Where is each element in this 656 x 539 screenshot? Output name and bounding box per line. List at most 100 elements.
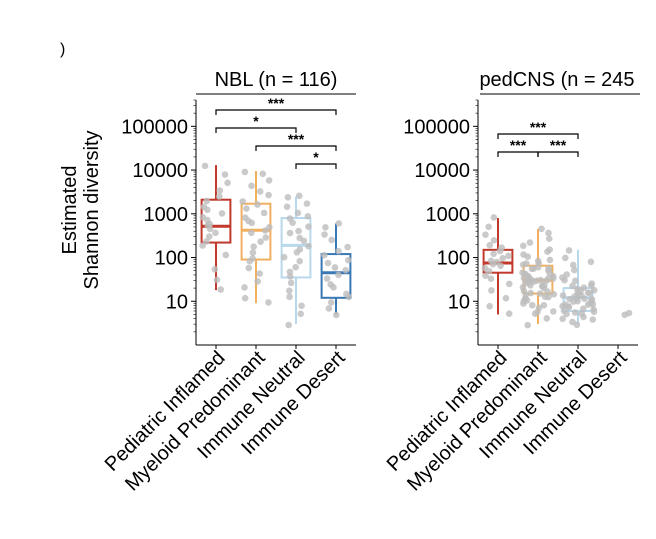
data-point [241, 214, 249, 222]
data-point [285, 321, 292, 329]
data-point [322, 223, 329, 231]
data-point [569, 318, 576, 326]
data-point [295, 192, 303, 200]
significance-label: *** [550, 137, 567, 153]
data-point [216, 187, 224, 194]
data-point [523, 260, 530, 267]
data-point [481, 264, 489, 272]
data-point [212, 229, 219, 237]
significance-label: *** [288, 131, 305, 147]
data-point [342, 266, 349, 274]
data-point [327, 281, 334, 288]
data-point [280, 253, 288, 261]
significance-bracket: *** [215, 95, 337, 115]
data-point [216, 193, 223, 200]
data-point [534, 308, 541, 316]
data-point [221, 171, 229, 178]
data-point [321, 251, 328, 259]
data-point [490, 250, 497, 258]
data-point [260, 209, 268, 217]
data-point [578, 310, 586, 318]
data-point [241, 284, 248, 291]
data-point [345, 256, 352, 264]
data-point [343, 290, 350, 298]
data-point [490, 214, 498, 221]
data-point [217, 286, 225, 293]
data-point [571, 293, 578, 301]
data-point [498, 244, 505, 251]
data-point [588, 280, 596, 287]
data-point [321, 231, 328, 238]
data-point [487, 257, 495, 265]
data-point [625, 309, 633, 317]
data-point [249, 255, 256, 262]
significance-label: * [253, 113, 259, 129]
data-point [239, 198, 247, 205]
data-point [589, 316, 597, 323]
data-point [344, 243, 351, 251]
data-point [486, 302, 493, 310]
data-point [545, 229, 552, 237]
data-point [213, 276, 221, 284]
significance-bracket: *** [255, 131, 337, 151]
data-point [482, 272, 489, 280]
data-point [545, 265, 552, 272]
significance-bracket: *** [497, 119, 579, 139]
significance-label: *** [510, 137, 527, 153]
data-point [200, 203, 208, 211]
data-point [586, 289, 594, 297]
data-point [243, 205, 250, 212]
data-point [569, 282, 576, 290]
data-point [486, 241, 494, 249]
data-point [323, 275, 331, 282]
data-point [248, 229, 255, 237]
data-point [241, 168, 249, 176]
data-point [563, 271, 571, 278]
data-point [505, 280, 513, 288]
data-point [499, 255, 506, 262]
data-point [305, 242, 312, 250]
iqr-box [200, 198, 232, 244]
data-point [332, 311, 340, 319]
data-point [589, 300, 597, 308]
data-point [266, 224, 273, 231]
box-myeloid-predominant [239, 168, 273, 306]
data-point [520, 251, 527, 258]
data-point [203, 197, 211, 205]
data-point [254, 201, 261, 208]
data-point [303, 200, 311, 207]
box-immune-neutral [280, 192, 312, 329]
data-point [536, 290, 544, 297]
box-immune-neutral [559, 247, 598, 329]
data-point [561, 254, 569, 262]
data-point [256, 188, 264, 195]
data-point [218, 210, 226, 217]
iqr-box [320, 253, 352, 299]
data-point [559, 292, 567, 299]
y-tick-label: 1000 [144, 204, 189, 226]
data-point [490, 236, 498, 244]
significance-bracket: * [215, 113, 297, 133]
box-immune-desert [621, 309, 633, 319]
data-point [534, 257, 542, 265]
data-point [528, 265, 536, 273]
y-tick-label: 100000 [403, 116, 470, 138]
data-point [541, 281, 548, 289]
data-point [590, 308, 598, 316]
data-point [543, 315, 551, 322]
data-point [298, 302, 305, 310]
data-point [328, 236, 336, 244]
data-point [524, 321, 531, 329]
y-tick-label: 100000 [121, 116, 188, 138]
data-point [245, 264, 253, 272]
data-point [569, 261, 577, 269]
data-point [571, 309, 579, 316]
data-point [527, 289, 535, 297]
data-point [524, 272, 531, 280]
bracket-line [295, 163, 337, 169]
data-point [502, 294, 510, 302]
data-point [579, 305, 587, 313]
data-point [335, 247, 342, 255]
data-point [265, 191, 272, 199]
data-point [222, 251, 230, 259]
